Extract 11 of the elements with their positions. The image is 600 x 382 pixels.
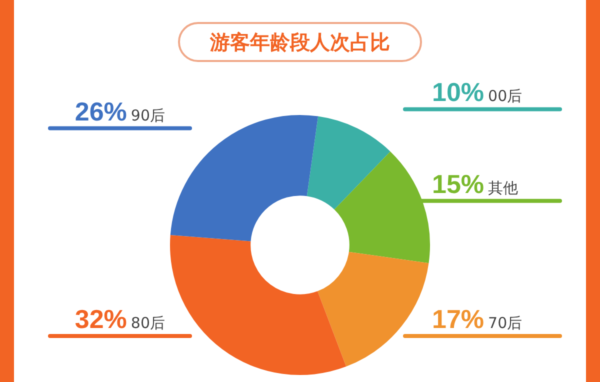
data-label: 32% bbox=[74, 304, 127, 334]
slice-label: 00后 bbox=[488, 87, 522, 106]
slice-label: 80后 bbox=[130, 314, 166, 332]
slice-label: 其他 bbox=[488, 178, 518, 197]
slice-label: 90后 bbox=[130, 106, 166, 124]
chart-title: 游客年龄段人次占比 bbox=[208, 30, 391, 54]
data-label: 10% bbox=[432, 77, 484, 108]
data-label: 26% bbox=[74, 96, 127, 126]
data-label: 17% bbox=[432, 304, 484, 334]
data-label: 15% bbox=[432, 168, 484, 199]
slice-label: 70后 bbox=[488, 314, 522, 332]
